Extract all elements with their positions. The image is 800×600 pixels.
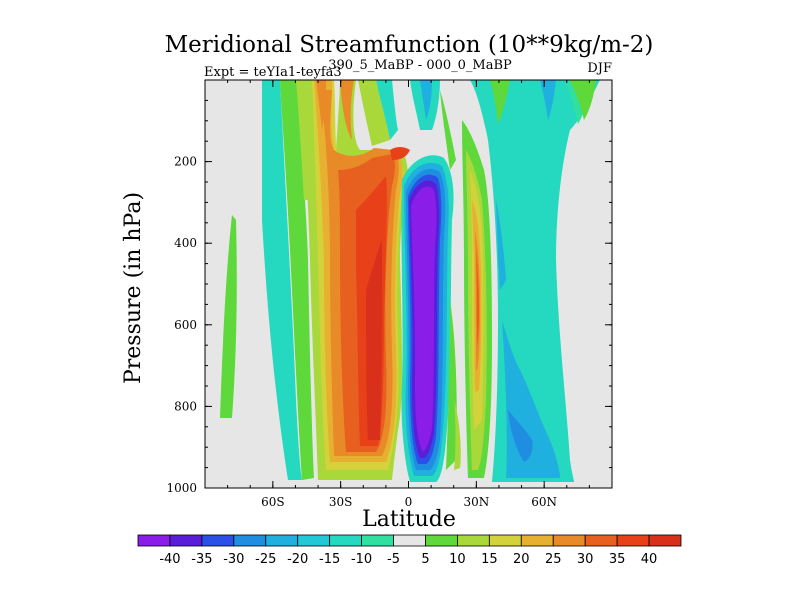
colorbar-swatch <box>584 534 618 547</box>
contour-region <box>490 80 510 124</box>
colorbar-swatch <box>488 534 522 547</box>
x-tick-label: 60S <box>261 495 285 509</box>
contour-region <box>340 80 354 140</box>
contour-region <box>390 147 410 160</box>
colorbar-label: -10 <box>351 552 372 567</box>
contour-region <box>366 240 382 440</box>
contour-region <box>476 250 479 346</box>
season-label: DJF <box>587 61 612 76</box>
contour-region <box>440 90 456 170</box>
y-tick-label: 200 <box>174 155 197 169</box>
y-tick-label: 1000 <box>166 481 197 495</box>
colorbar-label: -20 <box>287 552 308 567</box>
colorbar-label: -40 <box>159 552 180 567</box>
colorbar-label: 40 <box>641 552 658 567</box>
colorbar-label: -25 <box>255 552 276 567</box>
colorbar-swatch <box>137 534 171 547</box>
colorbar-label: 10 <box>449 552 466 567</box>
contour-region <box>262 80 302 480</box>
contour-region <box>358 80 390 146</box>
colorbar: -40 -35 -30 -25 -20 -15 -10 -5 5 10 15 20 25 30 35 40 <box>137 534 682 567</box>
y-axis-label: Pressure (in hPa) <box>121 192 146 384</box>
contour-region <box>280 80 314 480</box>
colorbar-swatch <box>520 534 554 547</box>
contour-region <box>470 80 600 482</box>
colorbar-swatch <box>425 534 458 547</box>
y-tick-label: 600 <box>174 318 197 332</box>
colorbar-swatch <box>616 534 650 547</box>
x-tick-label: 60N <box>531 495 557 509</box>
contour-region <box>446 300 457 470</box>
x-axis-label: Latitude <box>362 507 456 532</box>
colorbar-label: -30 <box>223 552 244 567</box>
colorbar-swatch <box>201 534 235 547</box>
contour-region <box>316 80 326 130</box>
colorbar-swatch <box>361 534 394 547</box>
colorbar-label: -35 <box>191 552 212 567</box>
colorbar-swatch <box>297 534 331 547</box>
colorbar-swatch <box>265 534 299 547</box>
experiment-label: Expt = teYIa1-teyfa3 <box>204 65 342 80</box>
colorbar-swatch <box>552 534 586 547</box>
colorbar-label: 20 <box>513 552 530 567</box>
contour-region <box>508 410 533 462</box>
y-tick-label: 400 <box>174 236 197 250</box>
axes-ticks: 60S 30S 0 30N 60N 200 400 600 800 1000 <box>166 80 613 509</box>
colorbar-label: 15 <box>481 552 498 567</box>
colorbar-swatch <box>233 534 267 547</box>
colorbar-swatch <box>393 534 426 547</box>
contour-plot-area: 60S 30S 0 30N 60N 200 400 600 800 1000 <box>166 79 613 509</box>
colorbar-swatch <box>169 534 203 547</box>
colorbar-label: 35 <box>609 552 626 567</box>
colorbar-label: 25 <box>545 552 562 567</box>
chart-title: Meridional Streamfunction (10**9kg/m-2) <box>165 32 654 58</box>
contour-fill-layer <box>220 80 600 482</box>
contour-region <box>454 400 461 470</box>
x-tick-label: 0 <box>405 495 413 509</box>
contour-region <box>420 80 432 120</box>
colorbar-swatch <box>457 534 490 547</box>
contour-region <box>540 80 556 120</box>
colorbar-label: -15 <box>319 552 340 567</box>
contour-region <box>570 80 596 120</box>
colorbar-swatch <box>329 534 362 547</box>
x-tick-label: 30S <box>329 495 353 509</box>
colorbar-label: 5 <box>421 552 429 567</box>
colorbar-swatch <box>648 534 682 547</box>
contour-region <box>411 186 437 452</box>
contour-region <box>496 200 506 290</box>
colorbar-label: 30 <box>577 552 594 567</box>
y-tick-label: 800 <box>174 399 197 413</box>
period-label: 390_5_MaBP - 000_0_MaBP <box>328 58 512 73</box>
colorbar-label: -5 <box>387 552 400 567</box>
x-tick-label: 30N <box>463 495 489 509</box>
contour-region <box>376 80 398 140</box>
contour-region <box>220 215 237 418</box>
